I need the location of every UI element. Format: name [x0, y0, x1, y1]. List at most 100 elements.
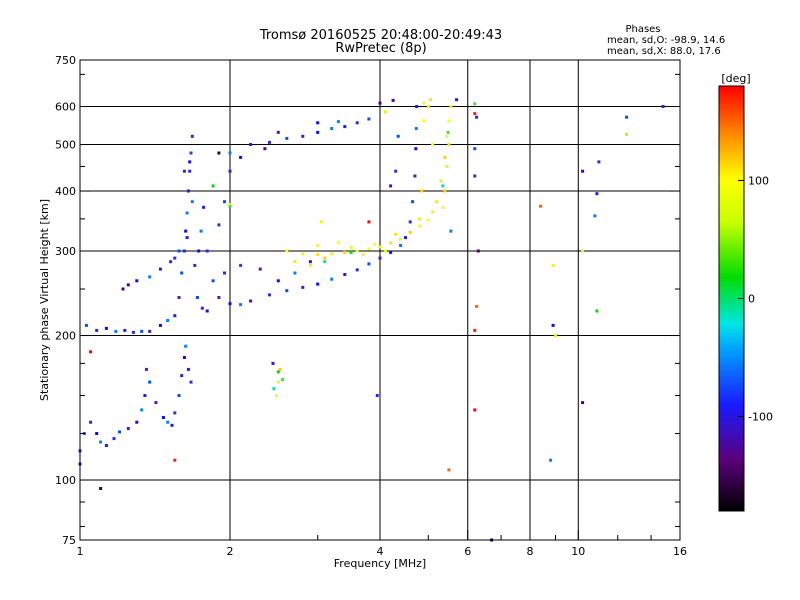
echo-point	[188, 160, 192, 164]
echo-point	[184, 344, 188, 348]
echo-point	[281, 378, 285, 381]
echo-point	[435, 200, 439, 204]
echo-point	[426, 218, 430, 222]
echo-point	[446, 130, 450, 134]
echo-point	[293, 260, 297, 264]
echo-point	[473, 147, 477, 151]
echo-point	[399, 237, 403, 241]
grid-lines	[80, 60, 680, 540]
echo-point	[475, 115, 479, 119]
colorbar-tick-label: 100	[748, 174, 769, 187]
echo-point	[431, 210, 435, 214]
echo-point	[316, 130, 320, 134]
x-tick-label: 4	[377, 545, 384, 558]
echo-point	[389, 241, 393, 245]
echo-point	[228, 169, 232, 173]
x-tick-label: 16	[673, 545, 687, 558]
echo-point	[383, 249, 387, 253]
echo-point	[195, 296, 199, 299]
echo-point	[275, 394, 279, 397]
echo-point	[228, 151, 232, 155]
echo-point	[323, 256, 327, 260]
echo-point	[131, 330, 135, 334]
echo-point	[263, 147, 267, 151]
echo-point	[95, 432, 99, 435]
echo-point	[330, 277, 334, 281]
echo-point	[182, 169, 186, 173]
echo-point	[185, 211, 189, 215]
echo-point	[99, 440, 103, 444]
x-tick-label: 10	[571, 545, 585, 558]
echo-point	[239, 155, 243, 159]
echo-point	[186, 189, 190, 193]
echo-point	[336, 241, 340, 245]
echo-point	[173, 314, 177, 318]
echo-point	[581, 249, 585, 253]
echo-point	[447, 143, 451, 146]
echo-point	[367, 220, 371, 224]
echo-point	[268, 293, 271, 297]
echo-point	[551, 323, 555, 327]
echo-point	[413, 174, 417, 178]
echo-point	[443, 155, 447, 159]
echo-point	[276, 279, 280, 283]
echo-point	[316, 282, 320, 286]
echo-point	[249, 299, 253, 303]
echo-point	[285, 249, 289, 253]
echo-point	[278, 367, 282, 371]
echo-point	[189, 151, 193, 155]
echo-point	[205, 249, 209, 253]
x-tick-label: 6	[464, 545, 471, 558]
echo-point	[549, 458, 553, 462]
echo-point	[415, 105, 419, 108]
y-axis-label: Stationary phase Virtual Height [km]	[38, 199, 51, 401]
echo-point	[404, 236, 407, 240]
y-tick-label: 75	[62, 534, 76, 547]
echo-point	[89, 350, 93, 354]
colorbar-tick-label: 0	[748, 293, 755, 306]
y-tick-label: 750	[55, 54, 76, 67]
echo-point	[268, 140, 271, 144]
echo-point	[418, 224, 421, 228]
echo-point	[202, 205, 206, 209]
x-tick-label: 2	[227, 545, 234, 558]
echo-point	[228, 302, 232, 306]
echo-point	[177, 249, 181, 253]
echo-point	[343, 125, 347, 129]
echo-point	[439, 179, 443, 183]
axis-ticks: 1 2 4 6 8 10 16 75 100 200 300 400 500 600 750	[55, 54, 687, 558]
echo-point	[661, 105, 665, 108]
echo-point	[143, 394, 147, 397]
echo-point	[389, 184, 393, 188]
echo-point	[447, 468, 451, 472]
echo-point	[285, 289, 289, 293]
echo-point	[343, 273, 347, 276]
echo-point	[158, 323, 162, 327]
echo-point	[449, 229, 453, 233]
echo-point	[408, 230, 412, 234]
colorbar-unit: [deg]	[721, 72, 750, 85]
echo-point	[445, 134, 449, 138]
echo-point	[276, 370, 280, 374]
y-tick-label: 600	[55, 101, 76, 114]
echo-point	[316, 253, 320, 256]
echo-point	[118, 430, 121, 434]
echo-point	[367, 117, 371, 121]
echo-point	[228, 204, 232, 208]
echo-point	[121, 287, 125, 291]
echo-point	[539, 204, 543, 208]
echo-point	[185, 236, 189, 240]
echo-point	[223, 200, 226, 204]
echo-point	[418, 217, 421, 221]
echo-point	[177, 296, 181, 299]
echo-point	[378, 101, 382, 105]
echo-point	[408, 220, 412, 224]
chart-title: Tromsø 20160525 20:48:00-20:49:43	[259, 28, 502, 43]
echo-point	[158, 267, 162, 271]
echo-point	[445, 165, 449, 168]
echo-point	[396, 134, 400, 138]
echo-point	[217, 296, 221, 299]
echo-point	[394, 232, 398, 236]
echo-point	[271, 361, 275, 365]
echo-point	[323, 260, 327, 264]
